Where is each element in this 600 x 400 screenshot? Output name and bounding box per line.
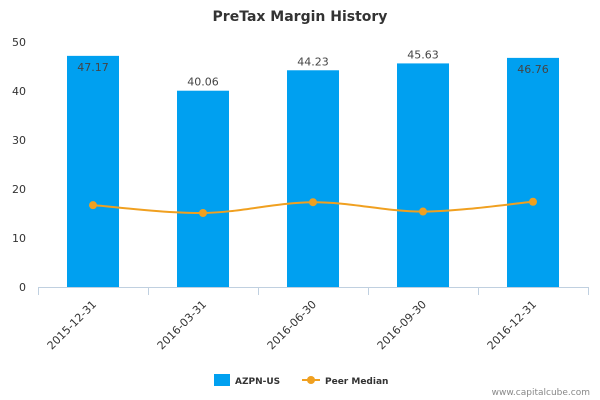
bar-data-label: 40.06	[187, 76, 219, 89]
peer-median-point	[419, 207, 427, 216]
legend-label: AZPN-US	[235, 377, 280, 387]
x-tick-label: 2016-06-30	[265, 298, 319, 352]
bar-data-label: 45.63	[407, 48, 439, 61]
bar-data-label: 47.17	[77, 61, 109, 74]
chart-title: PreTax Margin History	[213, 9, 388, 25]
bar-data-label: 46.76	[517, 63, 549, 76]
y-tick-label: 20	[12, 183, 26, 196]
data-labels: 47.17 40.06 44.23 45.63 46.76	[77, 48, 549, 88]
legend-swatch-marker	[307, 376, 315, 384]
bar-data-label: 44.23	[297, 55, 329, 68]
y-tick-label: 50	[12, 36, 26, 49]
bar-series	[67, 55, 559, 288]
x-axis: 2015-12-31 2016-03-31 2016-06-30 2016-09-30…	[38, 287, 589, 352]
peer-median-point	[529, 197, 537, 206]
bar	[287, 70, 339, 287]
peer-median-point	[199, 209, 207, 218]
x-tick-label: 2016-12-31	[485, 298, 539, 352]
line-series	[89, 197, 537, 218]
y-tick-label: 30	[12, 134, 26, 147]
legend-swatch-bar	[214, 374, 230, 386]
y-tick-label: 10	[12, 232, 26, 245]
peer-median-point	[309, 198, 317, 207]
bar	[177, 90, 229, 288]
x-tick-label: 2016-03-31	[155, 298, 209, 352]
y-tick-label: 0	[19, 281, 26, 294]
credit-text: www.capitalcube.com	[492, 388, 590, 398]
legend: AZPN-US Peer Median	[214, 374, 388, 387]
y-tick-label: 40	[12, 85, 26, 98]
peer-median-point	[89, 201, 97, 210]
legend-label: Peer Median	[325, 377, 388, 387]
bar	[397, 63, 449, 288]
y-axis: 0 10 20 30 40 50	[12, 36, 26, 294]
x-tick-label: 2015-12-31	[45, 298, 99, 352]
bar	[507, 57, 559, 287]
bar	[67, 55, 119, 287]
x-tick-label: 2016-09-30	[375, 298, 429, 352]
